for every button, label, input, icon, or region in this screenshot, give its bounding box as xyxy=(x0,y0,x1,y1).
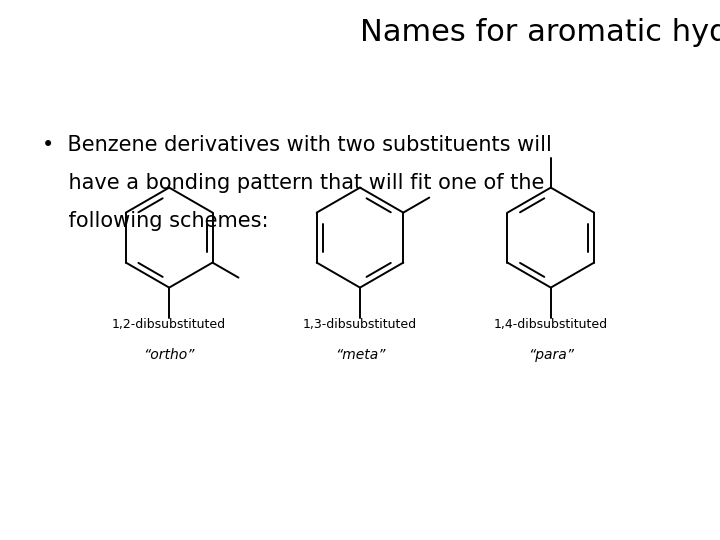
Text: 1,2-dibsubstituted: 1,2-dibsubstituted xyxy=(112,318,226,330)
Text: •  Benzene derivatives with two substituents will: • Benzene derivatives with two substitue… xyxy=(42,135,552,155)
Text: “ortho”: “ortho” xyxy=(143,348,195,362)
Text: 1,4-dibsubstituted: 1,4-dibsubstituted xyxy=(494,318,608,330)
Text: 1,3-dibsubstituted: 1,3-dibsubstituted xyxy=(303,318,417,330)
Text: “meta”: “meta” xyxy=(335,348,385,362)
Text: Names for aromatic hydrocarbons: Names for aromatic hydrocarbons xyxy=(360,18,720,47)
Text: have a bonding pattern that will fit one of the: have a bonding pattern that will fit one… xyxy=(42,173,544,193)
Text: following schemes:: following schemes: xyxy=(42,211,269,231)
Text: “para”: “para” xyxy=(528,348,574,362)
